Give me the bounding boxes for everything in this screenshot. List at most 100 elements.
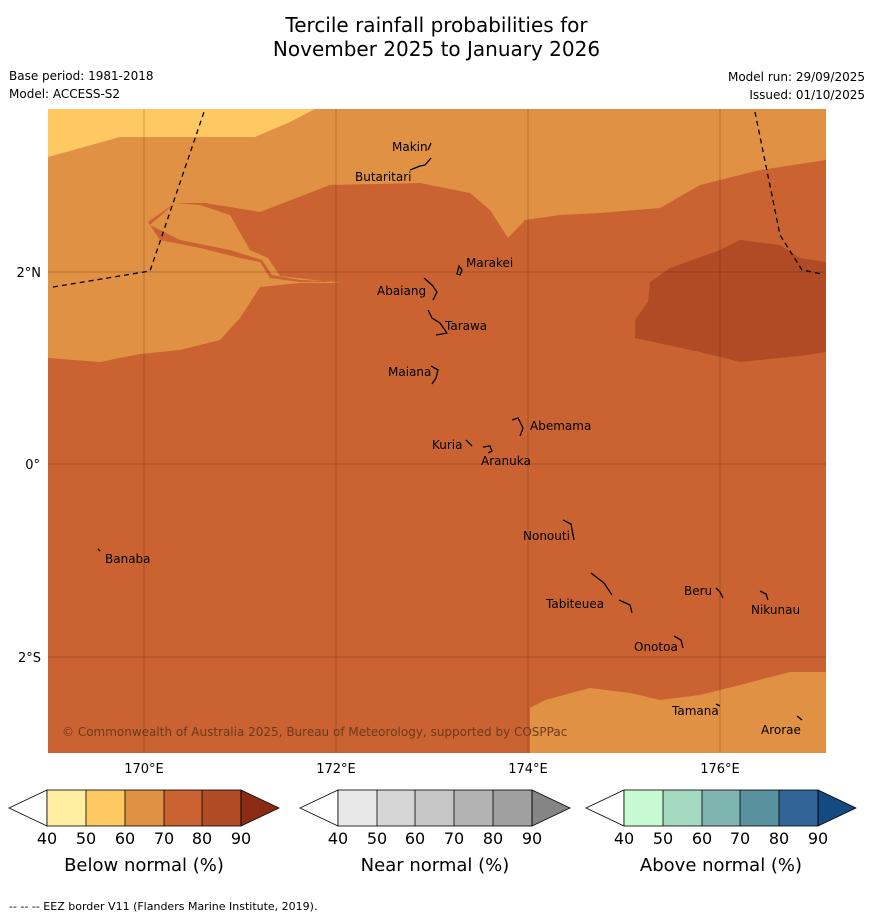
label-kuria: Kuria <box>432 438 463 452</box>
colorbar-above-min-arrow <box>585 789 625 827</box>
colorbar-above-tick-60: 60 <box>692 829 712 848</box>
label-onotoa: Onotoa <box>634 640 678 654</box>
label-arorae: Arorae <box>761 723 801 737</box>
colorbar-near-tick-90: 90 <box>522 829 542 848</box>
colorbar-near-tick-80: 80 <box>483 829 503 848</box>
island-tamana-shape <box>715 703 721 707</box>
label-beru: Beru <box>684 584 712 598</box>
lat-label-2s: 2°S <box>18 651 41 666</box>
colorbar-above-swatch-2 <box>663 790 702 826</box>
colorbar-above-swatch-5 <box>779 790 818 826</box>
title-line-1: Tercile rainfall probabilities for <box>285 13 588 37</box>
base-period: Base period: 1981-2018 <box>9 69 154 83</box>
colorbar-above-swatch-4 <box>740 790 779 826</box>
island-maiana-shape <box>430 365 439 385</box>
colorbar-below: 40 50 60 70 80 90 Below normal (%) <box>8 789 280 876</box>
copyright-notice: © Commonwealth of Australia 2025, Bureau… <box>62 725 567 739</box>
colorbar-below-tick-80: 80 <box>192 829 212 848</box>
colorbar-near-min-arrow <box>299 789 339 827</box>
colorbar-above-tick-40: 40 <box>614 829 634 848</box>
issued-date: Issued: 01/10/2025 <box>749 88 865 102</box>
eez-border-east <box>754 111 823 275</box>
colorbar-above-tick-50: 50 <box>653 829 673 848</box>
island-kuria-shape <box>465 439 473 447</box>
label-tarawa: Tarawa <box>444 319 487 333</box>
label-tamana: Tamana <box>671 704 719 718</box>
colorbar-near-max-arrow <box>531 789 571 827</box>
colorbar-near-swatch-3 <box>415 790 454 826</box>
label-banaba: Banaba <box>105 552 151 566</box>
label-makin: Makin <box>392 140 428 154</box>
lon-label-174: 174°E <box>508 762 548 777</box>
forecast-map: Makin Butaritari Marakei Abaiang Tarawa … <box>8 108 857 876</box>
label-marakei: Marakei <box>466 256 513 270</box>
axis-labels: 170°E 172°E 174°E 176°E 2°N 0° 2°S <box>17 266 740 777</box>
colorbar-near-tick-40: 40 <box>328 829 348 848</box>
colorbar-near-title: Near normal (%) <box>361 855 510 876</box>
colorbar-above-swatch-1 <box>624 790 663 826</box>
place-labels: Makin Butaritari Marakei Abaiang Tarawa … <box>105 140 801 737</box>
colorbar-above-swatch-3 <box>702 790 740 826</box>
island-tabiteuea-south-shape <box>618 599 633 614</box>
island-banaba-shape <box>97 548 101 552</box>
colorbar-below-tick-50: 50 <box>76 829 96 848</box>
island-tabiteuea-north-shape <box>590 572 613 596</box>
colorbar-below-tick-60: 60 <box>115 829 135 848</box>
lon-label-170: 170°E <box>124 762 164 777</box>
island-onotoa-shape <box>673 635 684 649</box>
lon-label-176: 176°E <box>700 762 740 777</box>
colorbar-below-min-arrow <box>8 789 48 827</box>
model-name: Model: ACCESS-S2 <box>9 87 121 101</box>
eez-footer-note: -- -- -- EEZ border V11 (Flanders Marine… <box>9 900 318 913</box>
colorbar-below-tick-90: 90 <box>231 829 251 848</box>
colorbar-above-title: Above normal (%) <box>640 855 802 876</box>
colorbar-above-tick-80: 80 <box>769 829 789 848</box>
island-nikunau-shape <box>759 590 769 601</box>
colorbar-below-tick-40: 40 <box>37 829 57 848</box>
label-aranuka: Aranuka <box>481 454 531 468</box>
graticule <box>48 109 826 753</box>
colorbar-below-swatch-5 <box>202 790 241 826</box>
label-nikunau: Nikunau <box>751 603 800 617</box>
island-abemama-shape <box>511 417 524 437</box>
island-nonouti-shape <box>562 519 575 541</box>
lat-label-0: 0° <box>25 458 40 473</box>
island-arorae-shape <box>796 715 803 721</box>
colorbar-below-swatch-2 <box>86 790 125 826</box>
lon-label-172: 172°E <box>316 762 356 777</box>
colorbar-above: 40 50 60 70 80 90 Above normal (%) <box>585 789 857 876</box>
label-abemama: Abemama <box>530 419 591 433</box>
label-abaiang: Abaiang <box>377 284 426 298</box>
title-line-2: November 2025 to January 2026 <box>272 37 601 61</box>
colorbar-above-tick-70: 70 <box>730 829 750 848</box>
colorbar-near-tick-60: 60 <box>405 829 425 848</box>
colorbar-below-max-arrow <box>240 789 280 827</box>
colorbar-near-swatch-2 <box>377 790 415 826</box>
island-beru-shape <box>715 587 724 599</box>
colorbar-above-tick-90: 90 <box>808 829 828 848</box>
island-marakei-shape <box>456 264 463 276</box>
island-aranuka-shape <box>482 445 493 454</box>
island-abaiang-shape <box>423 277 438 301</box>
colorbar-near-tick-70: 70 <box>444 829 464 848</box>
island-outlines <box>97 142 803 721</box>
colorbar-below-swatch-3 <box>125 790 164 826</box>
island-tarawa-shape <box>427 309 449 336</box>
eez-border <box>52 108 823 288</box>
colorbar-near-swatch-4 <box>454 790 493 826</box>
colorbar-below-swatch-1 <box>47 790 86 826</box>
colorbar-below-tick-70: 70 <box>154 829 174 848</box>
colorbar-below-title: Below normal (%) <box>64 855 224 876</box>
colorbar-near-tick-50: 50 <box>367 829 387 848</box>
probability-field <box>48 109 826 753</box>
colorbar-above-max-arrow <box>817 789 857 827</box>
colorbar-near: 40 50 60 70 80 90 Near normal (%) <box>299 789 571 876</box>
lat-label-2n: 2°N <box>17 266 42 281</box>
label-butaritari: Butaritari <box>355 170 412 184</box>
model-run: Model run: 29/09/2025 <box>727 70 865 84</box>
label-tabiteuea: Tabiteuea <box>545 597 604 611</box>
island-makin-shape <box>427 142 432 151</box>
label-nonouti: Nonouti <box>523 529 570 543</box>
colorbar-below-swatch-4 <box>164 790 202 826</box>
region-70-80 <box>48 160 826 753</box>
